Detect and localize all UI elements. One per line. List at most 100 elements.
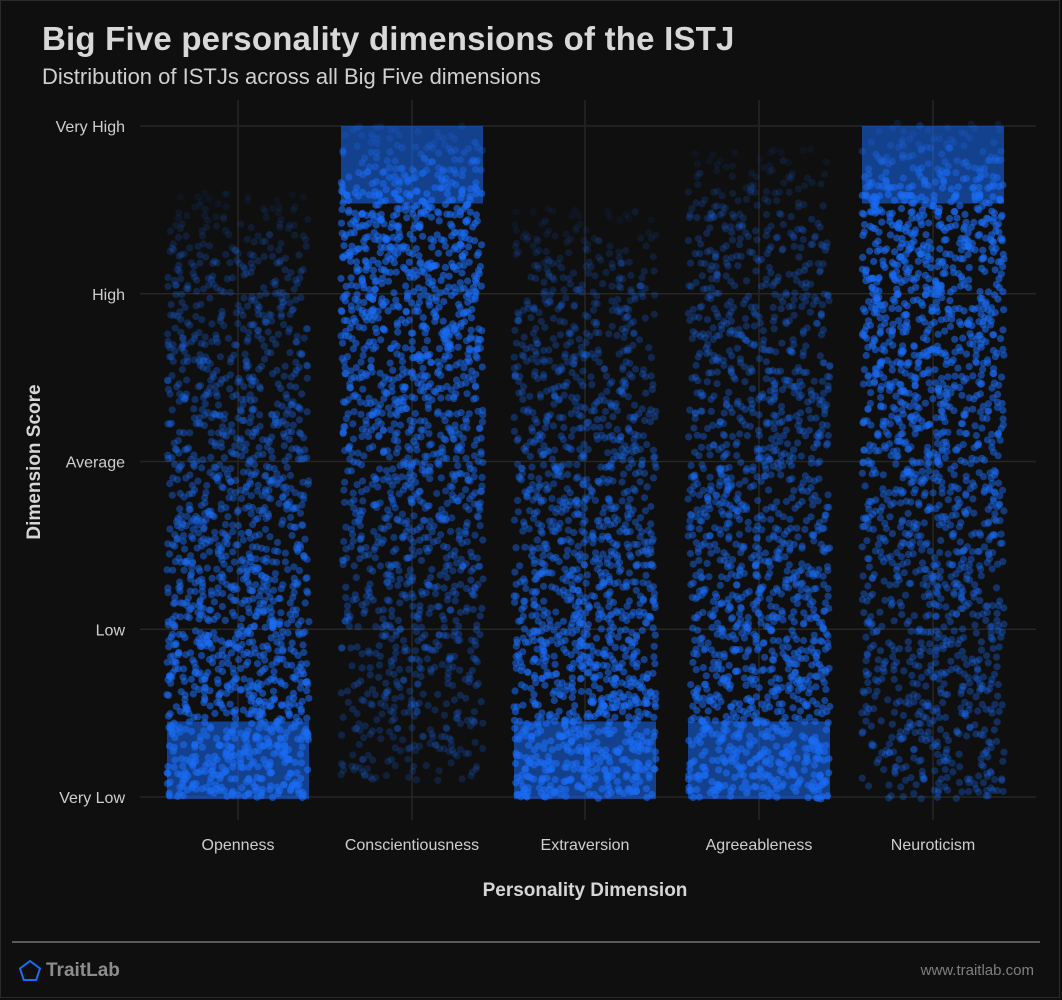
data-point <box>386 255 395 263</box>
data-point <box>477 241 486 249</box>
data-point <box>519 701 527 709</box>
data-point <box>230 351 238 359</box>
data-point <box>215 541 223 549</box>
data-point <box>166 480 174 488</box>
data-point <box>396 599 404 607</box>
data-point <box>641 314 649 322</box>
data-point <box>521 543 529 551</box>
data-point <box>640 494 649 502</box>
data-point <box>371 235 379 243</box>
data-point <box>376 369 384 377</box>
data-point <box>267 244 275 252</box>
data-point <box>372 649 380 657</box>
data-point <box>287 513 295 522</box>
data-point <box>358 755 366 764</box>
data-point <box>174 515 182 523</box>
data-point <box>225 639 233 647</box>
data-point <box>378 274 387 282</box>
data-point <box>190 451 198 459</box>
data-point <box>447 527 455 536</box>
data-point <box>261 355 269 363</box>
data-point <box>521 230 529 238</box>
data-point <box>260 253 268 261</box>
data-point <box>304 480 312 488</box>
data-point <box>189 558 197 566</box>
data-point <box>262 574 270 582</box>
data-point <box>358 274 366 282</box>
data-point <box>465 410 473 418</box>
data-point <box>206 294 214 302</box>
data-point <box>406 469 415 477</box>
data-point <box>274 547 282 556</box>
data-point <box>613 561 622 569</box>
data-point <box>380 447 388 455</box>
data-point <box>347 644 355 652</box>
data-point <box>288 661 296 669</box>
data-point <box>640 469 649 477</box>
data-point <box>467 326 475 334</box>
data-point <box>417 433 425 441</box>
data-point <box>584 418 593 426</box>
data-point <box>643 440 651 449</box>
data-point <box>237 622 245 630</box>
data-point <box>242 440 250 448</box>
data-point <box>632 586 640 595</box>
data-point <box>476 499 484 507</box>
data-point <box>626 370 634 378</box>
data-point <box>285 325 294 333</box>
data-point <box>431 663 439 671</box>
data-point <box>355 304 363 312</box>
data-point <box>349 705 357 713</box>
data-point <box>473 436 481 444</box>
data-point <box>401 393 409 401</box>
data-point <box>636 592 645 600</box>
data-point <box>217 552 225 560</box>
data-point <box>203 481 211 490</box>
data-point <box>475 325 483 333</box>
data-point <box>395 665 404 674</box>
data-point <box>704 707 712 715</box>
data-point <box>247 492 255 500</box>
data-point <box>262 573 270 581</box>
data-point <box>470 452 479 460</box>
data-point <box>622 358 630 366</box>
data-point <box>649 624 657 632</box>
data-point <box>173 534 181 542</box>
data-point <box>388 382 396 390</box>
data-point <box>286 599 294 607</box>
data-point <box>255 443 263 452</box>
data-point <box>240 294 248 302</box>
data-point <box>419 232 427 240</box>
data-point <box>271 576 279 584</box>
data-point <box>527 314 535 322</box>
data-point <box>195 577 203 585</box>
data-point <box>556 254 564 262</box>
data-point <box>423 655 432 663</box>
data-point <box>279 628 287 636</box>
data-point <box>173 522 182 530</box>
data-point <box>187 675 195 683</box>
data-point <box>437 531 445 539</box>
data-point <box>338 339 347 347</box>
data-point <box>196 420 204 428</box>
data-point <box>476 262 484 271</box>
data-point <box>244 193 252 201</box>
data-point <box>217 439 225 447</box>
data-point <box>470 473 478 481</box>
data-point <box>530 596 538 604</box>
data-point <box>202 253 210 261</box>
data-point <box>454 708 462 716</box>
data-point <box>293 332 301 340</box>
data-point <box>218 646 226 654</box>
data-point <box>451 547 459 555</box>
data-point <box>469 654 478 662</box>
data-point <box>415 252 423 260</box>
data-point <box>406 687 414 695</box>
data-point <box>206 510 215 519</box>
data-point <box>510 353 518 361</box>
data-point <box>218 602 226 611</box>
data-point <box>373 716 381 724</box>
data-point <box>200 524 208 532</box>
data-point <box>234 414 242 422</box>
data-point <box>248 566 257 574</box>
